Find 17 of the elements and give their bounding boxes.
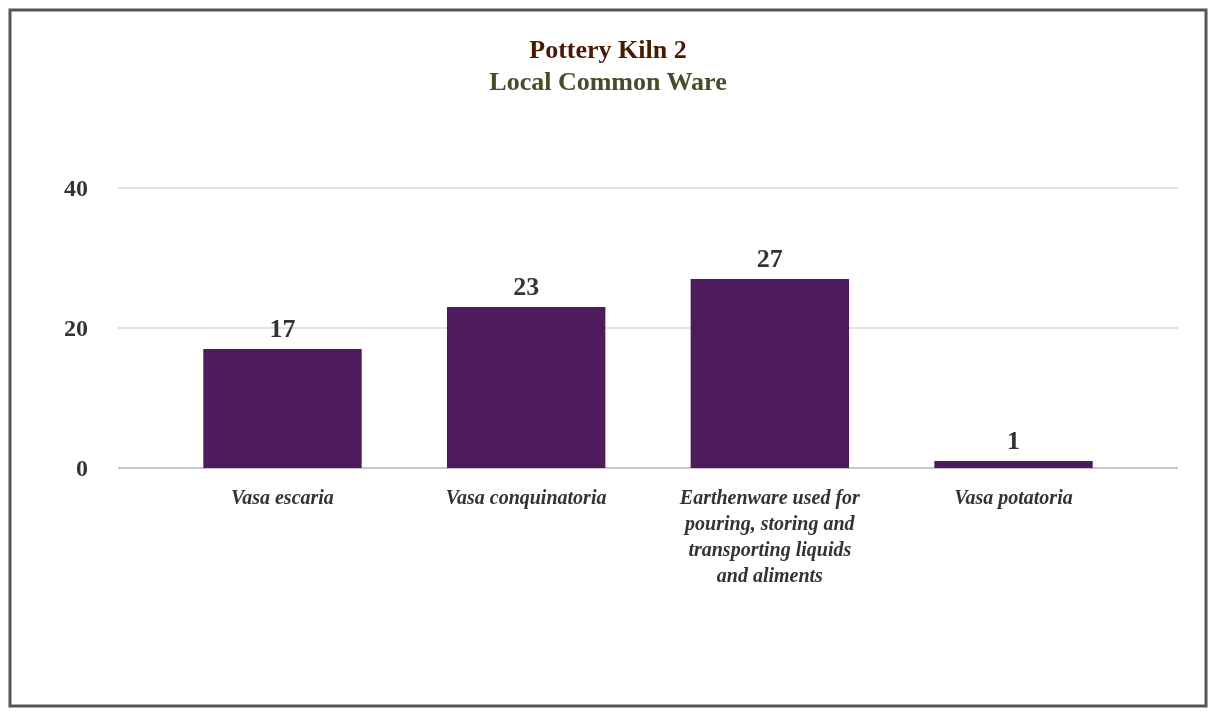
y-tick-label: 20 bbox=[64, 315, 88, 342]
data-label: 17 bbox=[269, 314, 296, 343]
x-tick-label: Vasa potatoria bbox=[954, 486, 1073, 509]
x-tick-label: Vasa escaria bbox=[231, 486, 334, 508]
chart-subtitle: Local Common Ware bbox=[489, 67, 727, 96]
x-tick-label: Earthenware used for pouring, storing and transporting liquids and aliments bbox=[678, 486, 861, 586]
data-label: 1 bbox=[1007, 426, 1021, 455]
chart-title: Pottery Kiln 2 bbox=[529, 35, 687, 64]
bar bbox=[690, 279, 850, 468]
x-tick-label: Vasa conquinatoria bbox=[445, 486, 607, 509]
bar bbox=[203, 349, 362, 468]
bar bbox=[446, 307, 606, 468]
y-tick-label: 0 bbox=[76, 455, 88, 482]
data-label: 23 bbox=[513, 272, 540, 301]
bar bbox=[934, 461, 1093, 468]
y-tick-label: 40 bbox=[64, 175, 88, 202]
data-label: 27 bbox=[756, 244, 783, 273]
